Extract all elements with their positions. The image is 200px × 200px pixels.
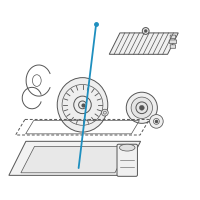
Circle shape (131, 97, 153, 118)
Polygon shape (9, 141, 141, 175)
Circle shape (144, 30, 147, 32)
Polygon shape (21, 146, 129, 173)
Circle shape (139, 105, 144, 110)
FancyBboxPatch shape (117, 144, 137, 176)
Polygon shape (109, 33, 178, 54)
Ellipse shape (119, 144, 135, 151)
Circle shape (101, 109, 108, 116)
Circle shape (150, 115, 163, 128)
Circle shape (126, 92, 157, 123)
Circle shape (142, 28, 149, 34)
FancyBboxPatch shape (170, 35, 176, 39)
FancyBboxPatch shape (170, 45, 176, 48)
FancyBboxPatch shape (169, 40, 177, 43)
Ellipse shape (57, 78, 108, 132)
